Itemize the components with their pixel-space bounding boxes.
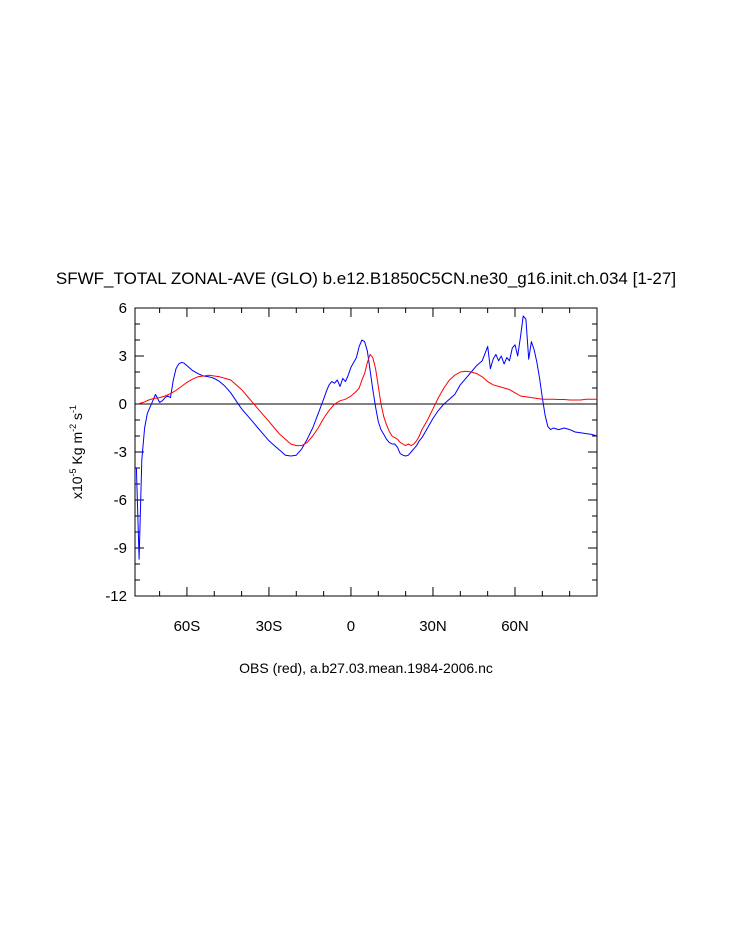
chart-footer-note: OBS (red), a.b27.03.mean.1984-2006.nc <box>239 660 493 676</box>
y-axis-label-exponent: -5 <box>68 468 78 476</box>
y-axis-label: x10-5 Kg m-2 s-1 <box>68 405 85 499</box>
x-tick-label: 0 <box>347 618 355 635</box>
y-axis-label-exponent2: -2 <box>68 424 78 432</box>
y-tick-labels: 6 3 0 -3 -6 -9 -12 <box>105 300 127 605</box>
y-tick-label: 6 <box>119 300 127 317</box>
x-tick-labels: 60S 30S 0 30N 60N <box>174 618 529 635</box>
model-series-line <box>135 315 598 560</box>
y-axis-label-unit1: Kg m <box>69 432 85 469</box>
y-tick-label: -6 <box>114 492 127 509</box>
series-layer <box>135 315 598 560</box>
y-tick-label: 0 <box>119 396 127 413</box>
y-axis-label-unit2: s <box>69 413 85 424</box>
x-tick-label: 30S <box>256 618 283 635</box>
y-tick-label: 3 <box>119 348 127 365</box>
y-tick-label: -12 <box>105 588 127 605</box>
x-tick-label: 60N <box>501 618 529 635</box>
chart-title: SFWF_TOTAL ZONAL-AVE (GLO) b.e12.B1850C5… <box>56 269 676 288</box>
x-tick-label: 30N <box>419 618 447 635</box>
tick-marks <box>135 307 597 597</box>
obs-series-line <box>137 353 597 447</box>
y-tick-label: -9 <box>114 540 127 557</box>
y-tick-label: -3 <box>114 444 127 461</box>
y-axis-label-prefix: x10 <box>69 476 85 499</box>
x-tick-label: 60S <box>174 618 201 635</box>
y-axis-label-exponent3: -1 <box>68 405 78 413</box>
plot-area <box>134 307 598 597</box>
